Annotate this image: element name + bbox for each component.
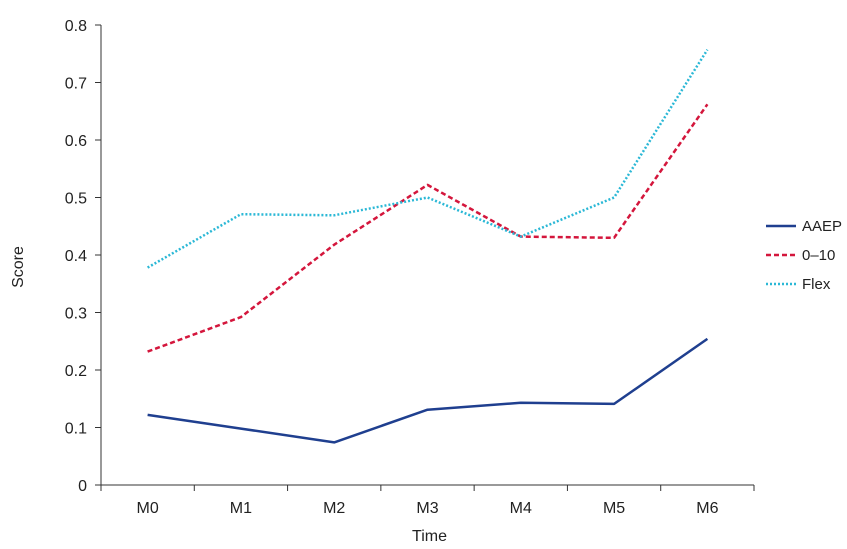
x-tick-label: M3 xyxy=(416,500,438,517)
y-axis-title: Score xyxy=(10,246,27,288)
x-tick-label: M5 xyxy=(603,500,625,517)
x-tick-label: M0 xyxy=(137,500,159,517)
y-tick-label: 0.3 xyxy=(65,306,87,323)
y-tick-label: 0.7 xyxy=(65,76,87,93)
x-axis-title: Time xyxy=(412,528,447,545)
y-tick-label: 0.5 xyxy=(65,191,87,208)
y-tick-label: 0.6 xyxy=(65,133,87,150)
series-line-flex xyxy=(146,49,709,269)
y-tick-label: 0.4 xyxy=(65,248,87,265)
x-tick-label: M1 xyxy=(230,500,252,517)
x-tick-label: M4 xyxy=(510,500,532,517)
legend-label: 0–10 xyxy=(802,247,835,264)
y-tick-label: 0.8 xyxy=(65,18,87,35)
series-line-0-10 xyxy=(147,103,709,353)
x-tick-label: M2 xyxy=(323,500,345,517)
y-tick-label: 0 xyxy=(78,478,87,495)
series-line-aaep xyxy=(147,337,709,444)
legend-label: AAEP xyxy=(802,218,842,235)
x-tick-label: M6 xyxy=(696,500,718,517)
y-tick-label: 0.1 xyxy=(65,421,87,438)
y-tick-label: 0.2 xyxy=(65,363,87,380)
legend-label: Flex xyxy=(802,276,831,293)
